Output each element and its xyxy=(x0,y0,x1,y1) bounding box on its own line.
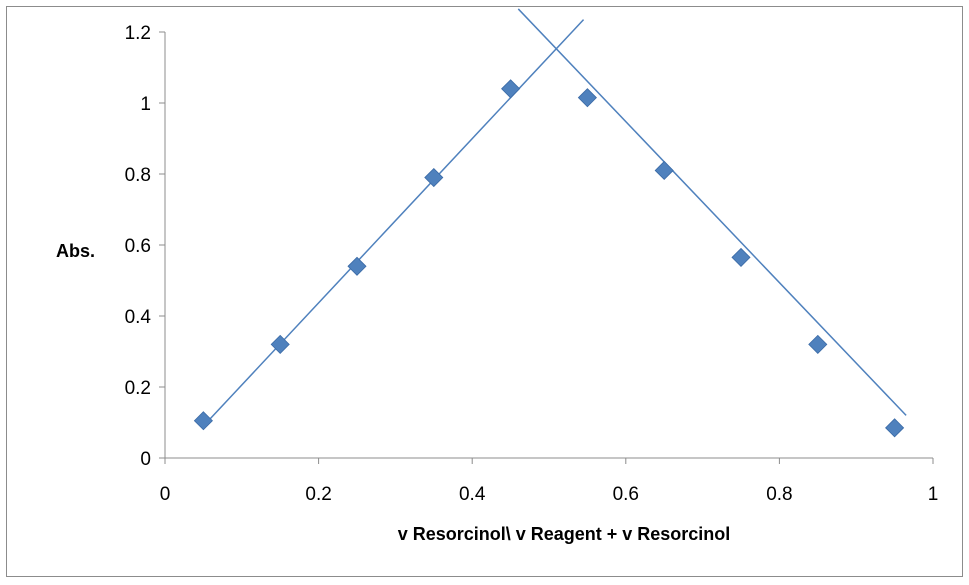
trendline-2 xyxy=(517,8,907,416)
data-points xyxy=(193,79,905,438)
data-point xyxy=(654,160,674,181)
y-tick-label: 0.8 xyxy=(125,165,151,186)
y-tick-label: 0.6 xyxy=(125,236,151,257)
y-axis-title: Abs. xyxy=(56,241,95,261)
tick-labels: 0 0.2 0.4 0.6 0.8 1 1.2 0 0.2 0.4 0.6 0.8 1 xyxy=(125,23,939,505)
axes xyxy=(159,31,934,464)
x-tick-label: 0.8 xyxy=(766,484,792,505)
data-point xyxy=(501,79,521,99)
data-point xyxy=(193,411,213,431)
y-tick-label: 1.2 xyxy=(125,23,151,44)
y-tick-label: 1 xyxy=(140,94,151,115)
x-axis-title: v Resorcinol\ v Reagent + v Resorcinol xyxy=(398,524,731,544)
data-point xyxy=(577,88,597,108)
x-tick-label: 0 xyxy=(160,484,171,505)
x-tick-label: 1 xyxy=(928,484,939,505)
data-point xyxy=(270,334,290,354)
data-point xyxy=(731,247,751,267)
data-point xyxy=(885,418,905,438)
x-tick-label: 0.4 xyxy=(459,484,486,505)
data-point xyxy=(347,256,367,276)
x-tick-label: 0.6 xyxy=(613,484,639,505)
data-point xyxy=(424,167,444,188)
trendline-1 xyxy=(202,19,585,427)
data-point xyxy=(808,334,828,354)
x-tick-label: 0.2 xyxy=(305,484,331,505)
y-tick-label: 0.4 xyxy=(125,307,152,328)
y-tick-label: 0 xyxy=(140,449,151,470)
trendlines xyxy=(202,8,907,427)
y-tick-label: 0.2 xyxy=(125,378,151,399)
